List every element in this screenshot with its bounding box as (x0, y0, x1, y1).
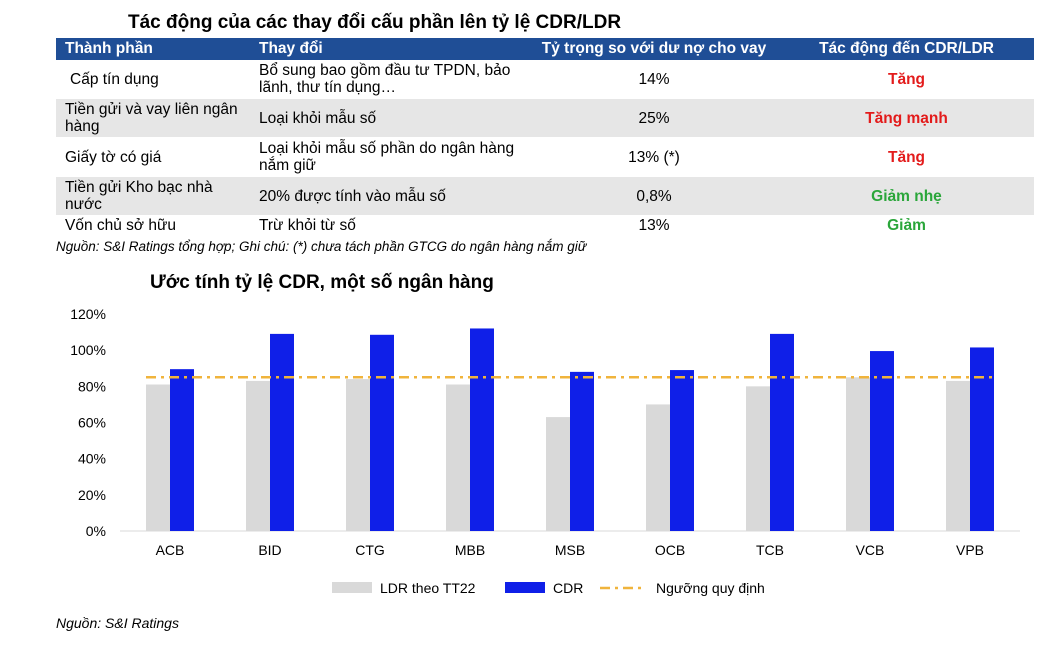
bar-cdr-bid (270, 333, 294, 531)
x-tick-label: CTG (355, 542, 385, 558)
row-share: 13% (*) (529, 137, 779, 177)
table-row: Giấy tờ có giá Loại khỏi mẫu số phần do … (56, 137, 1034, 177)
y-tick-label: 120% (70, 306, 106, 322)
x-tick-label: ACB (156, 542, 185, 558)
x-tick-label: VPB (956, 542, 984, 558)
table-row: Vốn chủ sở hữu Trừ khỏi từ số 13% Giảm (56, 215, 1034, 236)
bar-cdr-vpb (970, 347, 994, 531)
legend-label-cdr: CDR (553, 580, 583, 596)
bar-cdr-tcb (770, 333, 794, 531)
header-change: Thay đổi (250, 38, 529, 60)
bar-ldr-vpb (946, 380, 970, 531)
x-tick-label: MSB (555, 542, 585, 558)
row-impact: Tăng mạnh (779, 98, 1034, 138)
row-component: Giấy tờ có giá (56, 137, 250, 177)
y-tick-label: 100% (70, 342, 106, 358)
bar-cdr-vcb (870, 351, 894, 531)
header-impact: Tác động đến CDR/LDR (779, 38, 1034, 60)
row-change: Bổ sung bao gồm đầu tư TPDN, bảo lãnh, t… (250, 60, 529, 99)
table-row: Tiền gửi và vay liên ngân hàng Loại khỏi… (56, 98, 1034, 138)
y-tick-label: 60% (78, 415, 106, 431)
row-share: 13% (529, 215, 779, 236)
table-note: Nguồn: S&I Ratings tổng hợp; Ghi chú: (*… (56, 239, 587, 254)
bar-cdr-ocb (670, 370, 694, 531)
chart-title: Ước tính tỷ lệ CDR, một số ngân hàng (150, 272, 494, 293)
y-tick-label: 20% (78, 487, 106, 503)
row-change: 20% được tính vào mẫu số (250, 176, 529, 216)
legend-label-threshold: Ngưỡng quy định (656, 580, 765, 596)
y-tick-label: 80% (78, 378, 106, 394)
x-tick-label: OCB (655, 542, 685, 558)
table-row: Tiền gửi Kho bạc nhà nước 20% được tính … (56, 176, 1034, 216)
table-title: Tác động của các thay đổi cấu phần lên t… (128, 12, 622, 33)
bar-ldr-tcb (746, 386, 770, 531)
table-row: Cấp tín dụng Bổ sung bao gồm đầu tư TPDN… (56, 60, 1034, 99)
header-share: Tỷ trọng so với dư nợ cho vay (529, 38, 779, 60)
bar-ldr-acb (146, 384, 170, 531)
row-component: Tiền gửi và vay liên ngân hàng (56, 98, 250, 138)
table-header-row: Thành phần Thay đổi Tỷ trọng so với dư n… (56, 38, 1034, 60)
row-share: 0,8% (529, 176, 779, 216)
impact-table: Thành phần Thay đổi Tỷ trọng so với dư n… (56, 38, 1034, 236)
row-share: 25% (529, 98, 779, 138)
row-impact: Giảm nhẹ (779, 176, 1034, 216)
x-tick-label: TCB (756, 542, 784, 558)
x-tick-label: VCB (856, 542, 885, 558)
bar-cdr-acb (170, 369, 194, 531)
bar-cdr-ctg (370, 334, 394, 531)
bar-ldr-ocb (646, 404, 670, 531)
bar-ldr-mbb (446, 384, 470, 531)
source-note: Nguồn: S&I Ratings (56, 615, 179, 631)
bar-ldr-vcb (846, 377, 870, 531)
bar-ldr-ctg (346, 379, 370, 531)
header-component: Thành phần (56, 38, 250, 60)
row-change: Loại khỏi mẫu số (250, 98, 529, 138)
row-component: Vốn chủ sở hữu (56, 215, 250, 236)
row-impact: Tăng (779, 60, 1034, 99)
bar-cdr-msb (570, 371, 594, 531)
legend-swatch-ldr (332, 582, 372, 593)
y-tick-label: 40% (78, 451, 106, 467)
row-share: 14% (529, 60, 779, 99)
row-impact: Giảm (779, 215, 1034, 236)
row-change: Trừ khỏi từ số (250, 215, 529, 236)
y-tick-label: 0% (86, 523, 106, 539)
row-impact: Tăng (779, 137, 1034, 177)
x-tick-label: BID (258, 542, 281, 558)
legend-label-ldr: LDR theo TT22 (380, 580, 476, 596)
bar-ldr-msb (546, 417, 570, 531)
row-component: Cấp tín dụng (56, 60, 250, 99)
bar-ldr-bid (246, 380, 270, 531)
x-tick-label: MBB (455, 542, 485, 558)
legend-swatch-cdr (505, 582, 545, 593)
row-component: Tiền gửi Kho bạc nhà nước (56, 176, 250, 216)
row-change: Loại khỏi mẫu số phần do ngân hàng nắm g… (250, 137, 529, 177)
bar-cdr-mbb (470, 328, 494, 531)
